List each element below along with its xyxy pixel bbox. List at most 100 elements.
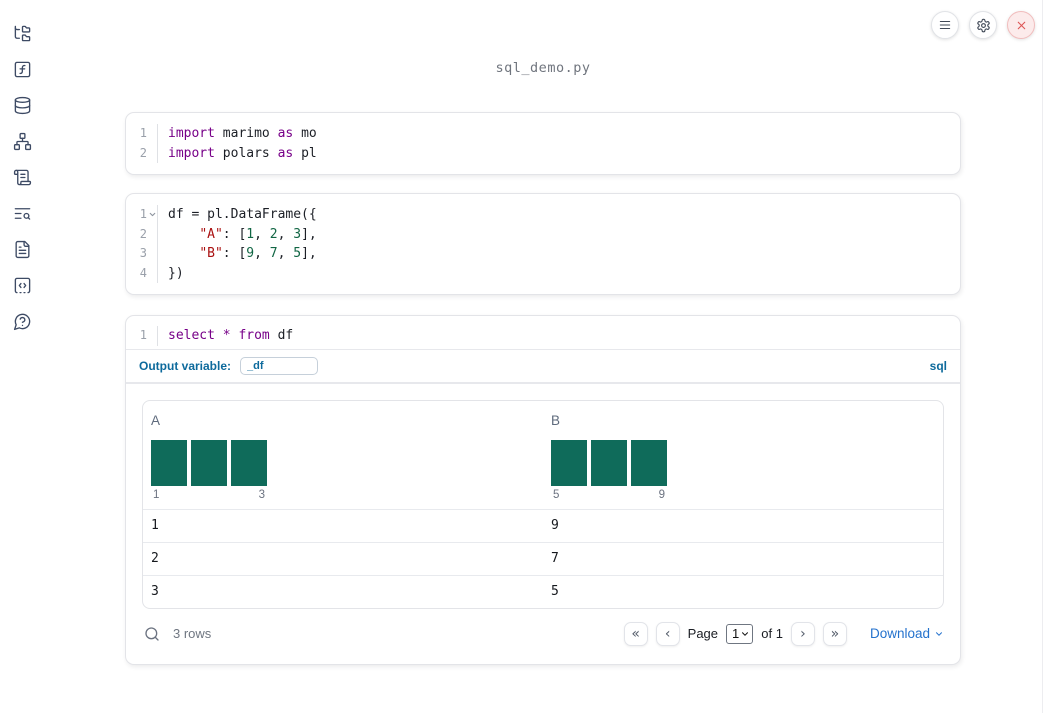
sidebar-item-help[interactable] <box>11 312 33 331</box>
next-page-button[interactable]: › <box>790 621 815 646</box>
table-cell: 3 <box>151 584 159 599</box>
histogram-bar <box>591 439 627 486</box>
histogram-max-label: 3 <box>258 488 265 501</box>
last-page-button[interactable]: » <box>822 621 847 646</box>
chevron-down-icon <box>936 631 942 636</box>
table-cell: 5 <box>551 584 559 599</box>
fold-toggle-icon[interactable] <box>148 210 157 219</box>
column-name: B <box>551 412 561 428</box>
panel-sidebar <box>0 0 44 713</box>
line-number: 4 <box>139 265 147 280</box>
code-line: import polars as pl <box>168 145 317 161</box>
network-icon <box>13 132 31 151</box>
code-editor-dataframe[interactable]: 1 2 3 4 df = pl.DataFrame({ "A": [1, 2, 3], … <box>126 194 960 294</box>
table-header: A 1 3 B <box>143 401 943 509</box>
search-button[interactable] <box>142 626 160 642</box>
dataframe-table: A 1 3 B <box>142 399 944 609</box>
language-badge-sql: sql <box>929 358 947 373</box>
code-line: "A": [1, 2, 3], <box>199 226 317 242</box>
histogram-bar <box>551 439 587 486</box>
first-page-button[interactable]: « <box>623 621 648 646</box>
function-square-icon <box>14 61 30 78</box>
notebook-actions <box>931 11 1035 39</box>
help-bubble-icon <box>13 313 30 331</box>
code-editor-imports[interactable]: 1 2 import marimo as mo import polars as pl <box>126 113 960 174</box>
sidebar-item-data-sources[interactable] <box>11 96 33 115</box>
download-label: Download <box>869 626 930 641</box>
sidebar-item-dependencies[interactable] <box>11 132 33 151</box>
text-search-icon <box>14 208 30 220</box>
column-name: A <box>151 412 161 428</box>
chevrons-right-icon: » <box>830 625 840 642</box>
sidebar-item-documentation[interactable] <box>11 240 33 259</box>
output-variable-row: Output variable: sql <box>126 350 960 382</box>
menu-button[interactable] <box>931 11 959 39</box>
table-cell: 9 <box>551 518 559 533</box>
table-cell: 2 <box>151 551 159 566</box>
divider <box>126 348 960 350</box>
code-line: df = pl.DataFrame({ <box>168 207 317 222</box>
settings-button[interactable] <box>969 11 997 39</box>
histogram-min-label: 1 <box>153 488 160 501</box>
histogram-bar <box>231 439 267 486</box>
download-button[interactable]: Download <box>870 626 944 641</box>
shutdown-button[interactable] <box>1007 11 1035 39</box>
code-line: "B": [9, 7, 5], <box>199 246 317 261</box>
database-icon <box>14 96 30 115</box>
sidebar-item-logs[interactable] <box>11 168 33 187</box>
chevrons-left-icon: « <box>631 625 640 642</box>
histogram-max-label: 9 <box>658 488 665 501</box>
page-select-value: 1 <box>732 626 740 641</box>
sidebar-item-variables[interactable] <box>11 60 33 79</box>
table-footer: 3 rows « ‹ Page 1 of 1 › » Download <box>142 620 944 648</box>
code-line: }) <box>168 265 184 281</box>
line-number: 1 <box>126 205 157 225</box>
sidebar-item-snippets[interactable] <box>11 276 33 295</box>
line-number: 1 <box>139 126 147 140</box>
page-label: Page <box>687 626 719 641</box>
folder-tree-icon <box>14 25 30 42</box>
search-icon <box>145 626 159 641</box>
pagination: « ‹ Page 1 of 1 › » Download <box>623 621 944 646</box>
histogram-bar <box>191 439 227 486</box>
gear-icon <box>976 18 990 32</box>
page-select[interactable]: 1 <box>726 623 754 644</box>
table-cell: 7 <box>551 551 559 566</box>
output-variable-label: Output variable: <box>139 358 232 373</box>
column-header-b[interactable]: B 5 9 <box>543 401 943 509</box>
column-header-a[interactable]: A 1 3 <box>143 401 543 509</box>
code-square-icon <box>14 277 30 294</box>
code-line: select * from df <box>168 328 294 343</box>
divider <box>126 381 960 383</box>
scroll-text-icon <box>13 169 31 186</box>
file-text-icon <box>14 240 30 259</box>
code-cell-dataframe: 1 2 3 4 df = pl.DataFrame({ "A": [1, 2, 3], … <box>125 193 961 295</box>
previous-page-button[interactable]: ‹ <box>655 621 680 646</box>
table-cell: 1 <box>151 518 159 533</box>
chevron-down-icon <box>742 631 749 636</box>
output-variable-input[interactable] <box>240 356 319 375</box>
hamburger-menu-icon <box>939 20 951 30</box>
close-icon <box>1017 21 1025 29</box>
histogram-bar <box>631 439 667 486</box>
cell-output: A 1 3 B <box>126 382 960 664</box>
sidebar-item-file-explorer[interactable] <box>11 24 33 43</box>
notebook-filename[interactable]: sql_demo.py <box>495 60 591 76</box>
line-number: 2 <box>139 226 147 241</box>
column-histogram: 5 9 <box>551 439 667 501</box>
code-line: import marimo as mo <box>168 126 317 141</box>
chevron-right-icon: › <box>800 625 806 642</box>
histogram-bar <box>151 439 187 486</box>
row-count: 3 rows <box>173 626 212 641</box>
sidebar-item-tracing[interactable] <box>11 204 33 223</box>
code-editor-sql[interactable]: 1 select * from df <box>126 316 960 349</box>
code-cell-imports: 1 2 import marimo as mo import polars as pl <box>125 112 961 175</box>
notebook-main: sql_demo.py 1 2 import marimo as mo import … <box>125 0 961 665</box>
page-of-label: of 1 <box>761 626 783 641</box>
